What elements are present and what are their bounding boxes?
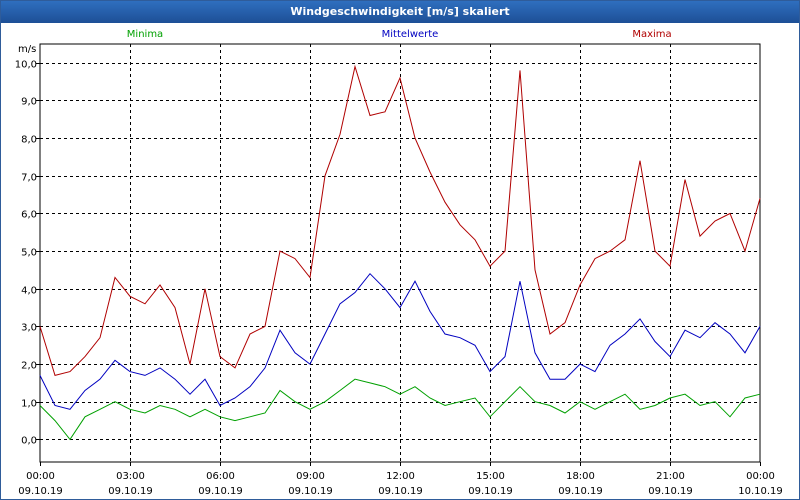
x-tick-date-label: 09.10.19 — [468, 486, 513, 497]
y-tick-label: 5,0 — [21, 248, 37, 259]
x-tick-time-label: 18:00 — [566, 471, 595, 482]
y-tick-label: 3,0 — [21, 323, 37, 334]
x-tick-time-label: 06:00 — [206, 471, 235, 482]
series-line-mittelwerte — [39, 272, 761, 410]
x-tick-date-label: 09.10.19 — [288, 486, 333, 497]
x-tick-date-label: 09.10.19 — [558, 486, 603, 497]
x-tick-date-label: 09.10.19 — [18, 486, 63, 497]
x-tick-time-label: 03:00 — [116, 471, 145, 482]
y-tick-label: 4,0 — [21, 286, 37, 297]
legend-entry-maxima: Maxima — [632, 29, 671, 40]
x-tick-time-label: 15:00 — [476, 471, 505, 482]
y-tick-label: 2,0 — [21, 361, 37, 372]
x-tick-time-label: 21:00 — [656, 471, 685, 482]
x-tick-date-label: 09.10.19 — [378, 486, 423, 497]
y-tick-label: 9,0 — [21, 97, 37, 108]
x-tick-date-label: 10.10.19 — [738, 486, 783, 497]
x-tick-date-label: 09.10.19 — [108, 486, 153, 497]
y-tick-label: 1,0 — [21, 399, 37, 410]
chart-title: Windgeschwindigkeit [m/s] skaliert — [1, 1, 799, 23]
x-tick-date-label: 09.10.19 — [648, 486, 693, 497]
series-line-maxima — [39, 64, 761, 377]
legend-entry-mittelwerte: Mittelwerte — [382, 29, 439, 40]
x-tick-time-label: 00:00 — [746, 471, 775, 482]
x-tick-date-label: 09.10.19 — [198, 486, 243, 497]
x-tick-time-label: 12:00 — [386, 471, 415, 482]
y-tick-label: 0,0 — [21, 436, 37, 447]
y-tick-label: 6,0 — [21, 210, 37, 221]
y-axis-unit-label: m/s — [18, 44, 36, 55]
x-tick-time-label: 00:00 — [26, 471, 55, 482]
y-tick-label: 10,0 — [15, 60, 37, 71]
y-tick-label: 7,0 — [21, 173, 37, 184]
legend-entry-minima: Minima — [127, 29, 163, 40]
series-line-minima — [39, 378, 761, 441]
x-tick-time-label: 09:00 — [296, 471, 325, 482]
y-tick-label: 8,0 — [21, 135, 37, 146]
